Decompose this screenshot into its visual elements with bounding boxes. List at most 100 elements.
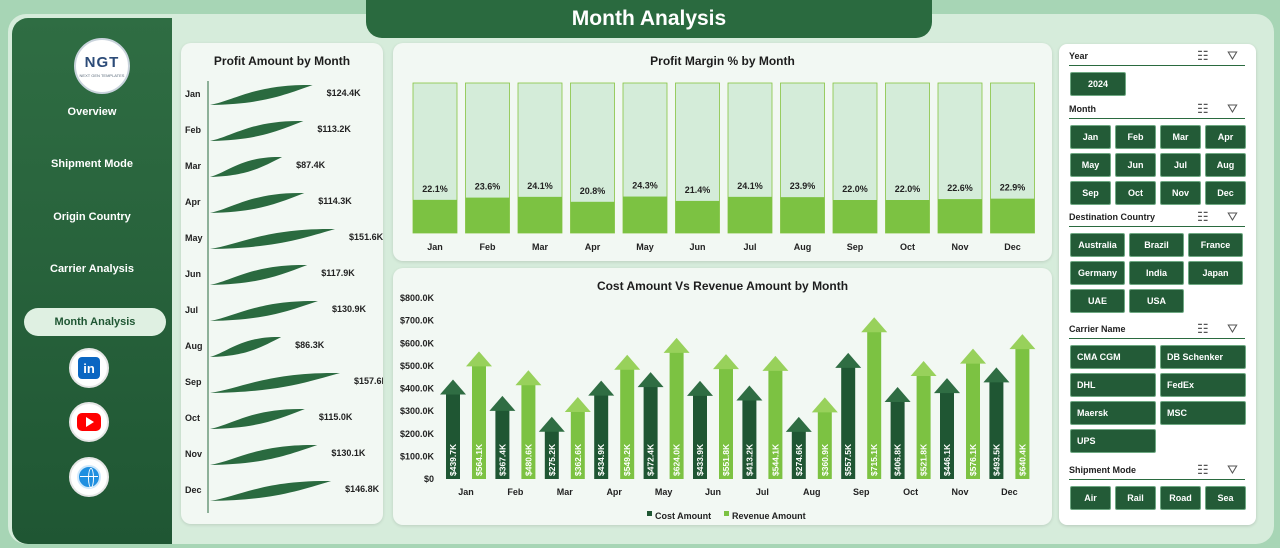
month-chip[interactable]: Jan [1070, 125, 1111, 149]
cost-bar [693, 394, 707, 479]
profit-chart: Jan $124.4K Feb $113.2K Mar $87.4K Apr $114.3K M… [185, 81, 383, 513]
destination-chip[interactable]: UAE [1070, 289, 1125, 313]
month-chip[interactable]: Sep [1070, 181, 1111, 205]
multi-select-icon[interactable]: ☷ [1197, 321, 1209, 336]
cost-data-label: $446.1K [942, 443, 952, 476]
margin-tick-label: Jan [427, 242, 443, 252]
revenue-bar [521, 384, 536, 479]
month-chip[interactable]: Dec [1205, 181, 1246, 205]
cost-data-label: $413.2K [744, 443, 754, 476]
youtube-button[interactable] [69, 402, 109, 442]
clear-filter-icon[interactable]: ⛛ [1227, 209, 1238, 224]
month-chip[interactable]: Nov [1160, 181, 1201, 205]
margin-chart-title: Profit Margin % by Month [650, 54, 795, 68]
legend-label-revenue: Revenue Amount [732, 511, 806, 521]
profit-bar [210, 408, 305, 429]
nav-overview[interactable]: Overview [67, 106, 117, 118]
multi-select-icon[interactable]: ☷ [1197, 462, 1209, 477]
profit-bar [210, 336, 282, 357]
revenue-arrow-head [564, 396, 591, 412]
x-tick-label: Nov [951, 487, 968, 497]
clear-filter-icon[interactable]: ⛛ [1227, 101, 1238, 116]
multi-select-icon[interactable]: ☷ [1197, 209, 1209, 224]
revenue-arrow-head [762, 355, 789, 371]
carrier-chip[interactable]: FedEx [1160, 373, 1246, 397]
profit-data-label: $86.3K [295, 340, 325, 350]
revenue-data-label: $362.6K [573, 443, 583, 476]
margin-tick-label: Dec [1004, 242, 1021, 252]
profit-amount-card: Profit Amount by Month Jan $124.4K Feb $113… [181, 43, 383, 524]
shipment-chip[interactable]: Rail [1115, 486, 1156, 510]
carrier-chip[interactable]: UPS [1070, 429, 1156, 453]
profit-bar [210, 156, 283, 177]
multi-select-icon[interactable]: ☷ [1197, 48, 1209, 63]
cost-bar [841, 366, 856, 479]
shipment-chip[interactable]: Road [1160, 486, 1201, 510]
revenue-data-label: $624.0K [672, 443, 682, 476]
month-chip[interactable]: Jul [1160, 153, 1201, 177]
carrier-chip[interactable]: DB Schenker [1160, 345, 1246, 369]
nav-carrier-analysis[interactable]: Carrier Analysis [50, 263, 134, 275]
cost-data-label: $434.9K [596, 443, 606, 476]
cost-arrow-head [736, 385, 763, 401]
revenue-data-label: $549.2K [622, 443, 632, 476]
revenue-bar [817, 411, 832, 479]
shipment-chip[interactable]: Sea [1205, 486, 1246, 510]
carrier-chip[interactable]: Maersk [1070, 401, 1156, 425]
margin-bar [833, 200, 877, 233]
month-chip[interactable]: Mar [1160, 125, 1201, 149]
destination-chip[interactable]: Japan [1188, 261, 1243, 285]
clear-filter-icon[interactable]: ⛛ [1227, 48, 1238, 63]
margin-tick-label: Aug [794, 242, 812, 252]
month-chip[interactable]: Aug [1205, 153, 1246, 177]
slicer-panel: Year ☷ ⛛ 2024 Month ☷ ⛛ Jan Feb Mar Apr May Jun Jul Au… [1059, 44, 1256, 525]
youtube-icon [77, 413, 101, 431]
nav-month-analysis[interactable]: Month Analysis [24, 308, 166, 336]
profit-data-label: $146.8K [345, 484, 380, 494]
month-chip[interactable]: Apr [1205, 125, 1246, 149]
profit-chart-title: Profit Amount by Month [213, 54, 351, 68]
destination-chip[interactable]: USA [1129, 289, 1184, 313]
cost-revenue-chart: $0 $100.0K $200.0K $300.0K $400.0K $500.0K $60… [400, 293, 1036, 521]
linkedin-button[interactable]: in [69, 348, 109, 388]
nav-origin-country[interactable]: Origin Country [53, 211, 131, 223]
x-tick-label: Jun [705, 487, 721, 497]
margin-bar [623, 196, 667, 233]
revenue-arrow-head [811, 397, 838, 413]
destination-chip[interactable]: Australia [1070, 233, 1125, 257]
month-chip[interactable]: May [1070, 153, 1111, 177]
website-button[interactable] [69, 457, 109, 497]
cost-arrow-head [538, 416, 565, 432]
sidebar: NGT NEXT GEN TEMPLATES Overview Shipment… [12, 18, 172, 544]
cost-bar [594, 394, 609, 479]
clear-filter-icon[interactable]: ⛛ [1227, 321, 1238, 336]
carrier-chip[interactable]: CMA CGM [1070, 345, 1156, 369]
month-chip[interactable]: Jun [1115, 153, 1156, 177]
clear-filter-icon[interactable]: ⛛ [1227, 462, 1238, 477]
nav-shipment-mode[interactable]: Shipment Mode [51, 158, 133, 170]
revenue-bar [768, 369, 783, 479]
margin-bar [675, 200, 720, 233]
destination-chip[interactable]: Germany [1070, 261, 1125, 285]
margin-bar [885, 200, 930, 233]
cost-revenue-chart-title: Cost Amount Vs Revenue Amount by Month [596, 279, 849, 293]
destination-chip[interactable]: Brazil [1129, 233, 1184, 257]
destination-chip[interactable]: France [1188, 233, 1243, 257]
month-chip[interactable]: Oct [1115, 181, 1156, 205]
profit-data-label: $157.6K [354, 376, 383, 386]
shipment-chip[interactable]: Air [1070, 486, 1111, 510]
y-tick-label: $100.0K [400, 451, 435, 461]
legend-swatch-revenue [724, 511, 729, 516]
cost-bar [742, 399, 757, 479]
carrier-chip[interactable]: MSC [1160, 401, 1246, 425]
margin-bar [780, 197, 825, 233]
shipment-slicer-divider [1069, 479, 1245, 480]
month-chip[interactable]: Feb [1115, 125, 1156, 149]
multi-select-icon[interactable]: ☷ [1197, 101, 1209, 116]
cost-bar [643, 386, 658, 479]
year-chip[interactable]: 2024 [1070, 72, 1126, 96]
margin-data-label: 24.3% [632, 181, 658, 191]
destination-chip[interactable]: India [1129, 261, 1184, 285]
margin-tick-label: May [636, 242, 654, 252]
carrier-chip[interactable]: DHL [1070, 373, 1156, 397]
